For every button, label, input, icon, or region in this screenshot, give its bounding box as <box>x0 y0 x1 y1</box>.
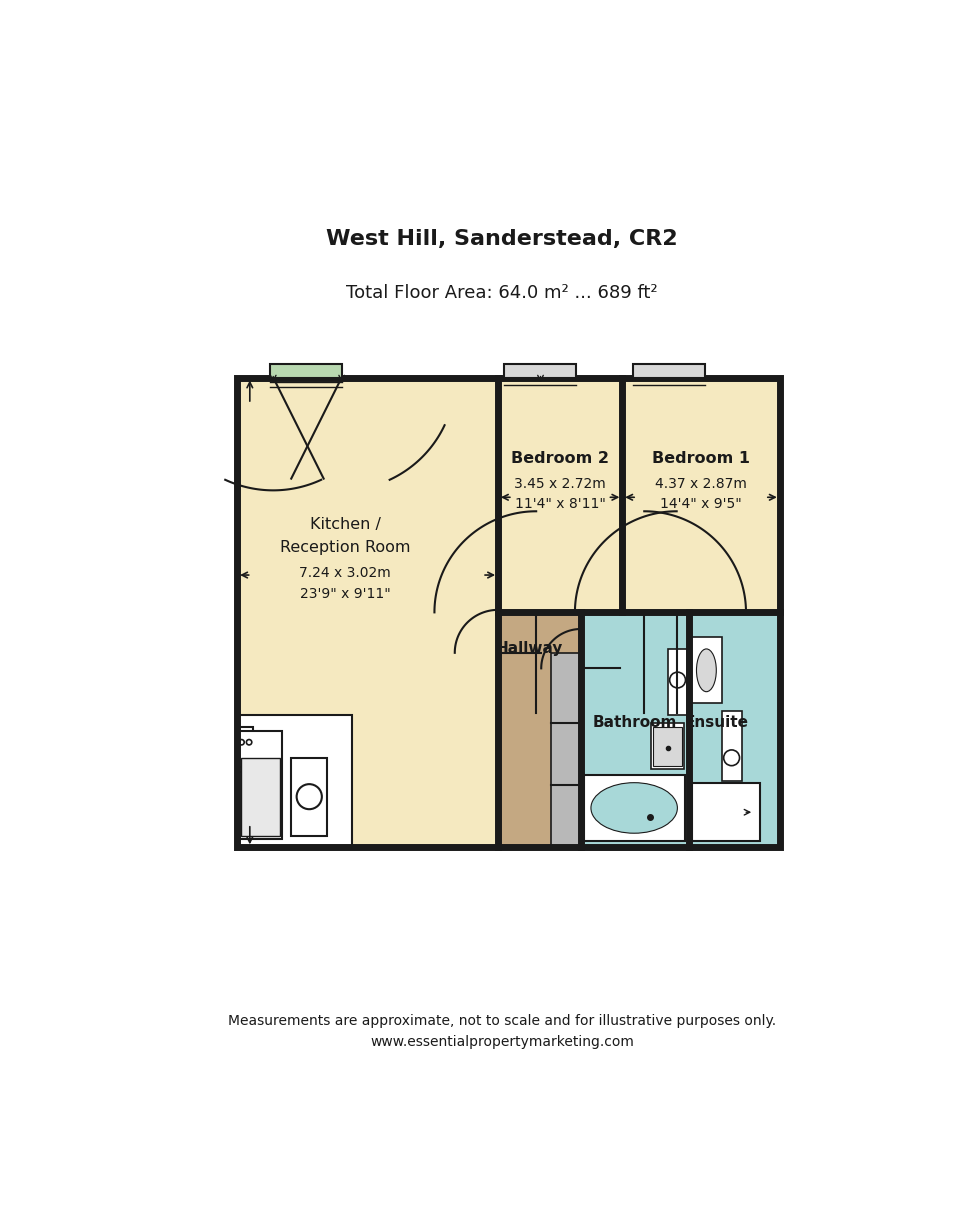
Bar <box>237 377 780 847</box>
Bar <box>237 726 254 785</box>
Bar <box>237 716 353 847</box>
Bar <box>239 730 282 840</box>
Circle shape <box>723 750 740 766</box>
Text: Kitchen /: Kitchen / <box>310 518 380 532</box>
Bar <box>498 613 780 847</box>
Text: 3.45 x 2.72m: 3.45 x 2.72m <box>514 477 607 491</box>
Text: Reception Room: Reception Room <box>280 541 411 556</box>
Text: Bedroom 1: Bedroom 1 <box>652 451 750 466</box>
Text: www.essentialpropertymarketing.com: www.essentialpropertymarketing.com <box>370 1035 634 1049</box>
Text: 4.37 x 2.87m: 4.37 x 2.87m <box>655 477 747 491</box>
Text: Hallway: Hallway <box>495 641 563 657</box>
Text: Bedroom 2: Bedroom 2 <box>512 451 610 466</box>
Text: Measurements are approximate, not to scale and for illustrative purposes only.: Measurements are approximate, not to sca… <box>228 1015 776 1028</box>
Bar <box>504 364 576 377</box>
Text: 7.24 x 3.02m: 7.24 x 3.02m <box>300 567 391 580</box>
Bar <box>241 758 280 835</box>
Bar <box>270 364 342 377</box>
Bar <box>691 637 721 703</box>
Bar <box>237 377 498 847</box>
Bar <box>584 775 685 841</box>
Text: 11'4" x 8'11": 11'4" x 8'11" <box>514 497 606 510</box>
Bar <box>721 711 742 781</box>
Bar <box>498 377 622 613</box>
Bar <box>291 758 327 835</box>
Bar <box>654 726 682 766</box>
Bar <box>622 377 780 613</box>
Bar <box>551 653 581 847</box>
Bar <box>692 783 760 841</box>
Circle shape <box>669 672 685 687</box>
Text: Bathroom: Bathroom <box>593 716 677 730</box>
Bar <box>652 723 684 769</box>
Bar <box>667 648 688 716</box>
Ellipse shape <box>697 648 716 691</box>
Bar <box>689 613 780 847</box>
Bar <box>633 364 706 377</box>
Text: 14'4" x 9'5": 14'4" x 9'5" <box>661 497 742 510</box>
Text: Total Floor Area: 64.0 m² ... 689 ft²: Total Floor Area: 64.0 m² ... 689 ft² <box>347 283 658 302</box>
Bar <box>581 613 689 847</box>
Text: West Hill, Sanderstead, CR2: West Hill, Sanderstead, CR2 <box>326 228 678 249</box>
Ellipse shape <box>591 783 677 833</box>
Text: 23'9" x 9'11": 23'9" x 9'11" <box>300 587 391 601</box>
Text: Ensuite: Ensuite <box>684 716 749 730</box>
